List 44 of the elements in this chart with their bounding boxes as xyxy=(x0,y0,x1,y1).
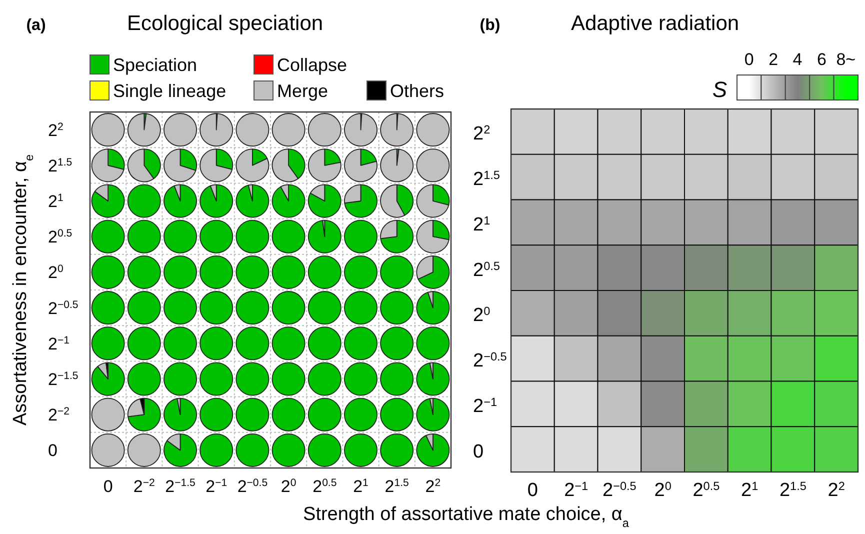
y-tick-label: 2$^{0}$ xyxy=(473,304,491,326)
color-bar-title: S xyxy=(712,77,728,102)
chart-title: Ecological speciation xyxy=(126,12,324,35)
text: Strength of assortative mate choice, α$_{a}$ xyxy=(303,504,630,530)
y-tick-label: 2$^{0.5}$ xyxy=(473,259,500,281)
category-label: 2$^{−2}$ xyxy=(48,406,70,425)
color-bar-label: 6 xyxy=(816,50,826,69)
x-tick-label: 2$^{1.5}$ xyxy=(779,480,807,501)
legend-label: Others xyxy=(390,81,444,101)
x-tick-label: 2$^{−1}$ xyxy=(564,480,588,501)
color-bar-label: 4 xyxy=(792,50,802,69)
text: 2$^{−2}$ xyxy=(133,477,156,496)
y-tick-label: 2$^{1.5}$ xyxy=(473,168,500,190)
legend-label: Collapse xyxy=(277,55,348,75)
x-tick-label: 2$^{1}$ xyxy=(741,480,758,501)
y-tick-label: 2$^{1}$ xyxy=(473,214,490,236)
x-tick-label: 0 xyxy=(527,480,538,501)
color-bar-label: 8~ xyxy=(836,50,856,69)
text: 0 xyxy=(48,441,58,460)
x-tick-label: 2$^{0.5}$ xyxy=(692,480,720,501)
y-tick-label: 2$^{−0.5}$ xyxy=(473,350,508,372)
text: (b) xyxy=(480,17,500,34)
legend-label: Single lineage xyxy=(113,81,226,101)
x-tick-label: 2$^{2}$ xyxy=(828,480,845,501)
legend-label: Speciation xyxy=(113,55,198,75)
category-label: 2$^{0.5}$ xyxy=(48,228,72,247)
text: 2$^{−1.5}$ xyxy=(165,477,196,496)
category-label: 2$^{−1}$ xyxy=(48,334,70,354)
category-label: 2$^{−1.5}$ xyxy=(48,370,78,389)
y-tick-label: 2$^{−1}$ xyxy=(473,395,497,417)
x-tick-label: 2$^{−0.5}$ xyxy=(602,480,637,501)
chart-title: Adaptive radiation xyxy=(570,12,740,35)
color-bar-label: 2 xyxy=(768,50,778,69)
category-label: 2$^{0}$ xyxy=(48,263,64,282)
legend-label: Merge xyxy=(277,81,328,101)
category-label: 2$^{2}$ xyxy=(48,120,64,140)
y-tick-label: 2$^{2}$ xyxy=(473,123,490,145)
category-label: 2$^{1.5}$ xyxy=(48,156,72,176)
category-label: 2$^{−0.5}$ xyxy=(48,298,78,318)
x-tick-label: 2$^{0}$ xyxy=(654,480,672,501)
y-tick-label: 0 xyxy=(473,441,484,462)
category-label: 2$^{1}$ xyxy=(48,192,64,211)
color-bar-label: 0 xyxy=(744,50,754,69)
text: (a) xyxy=(26,17,46,34)
